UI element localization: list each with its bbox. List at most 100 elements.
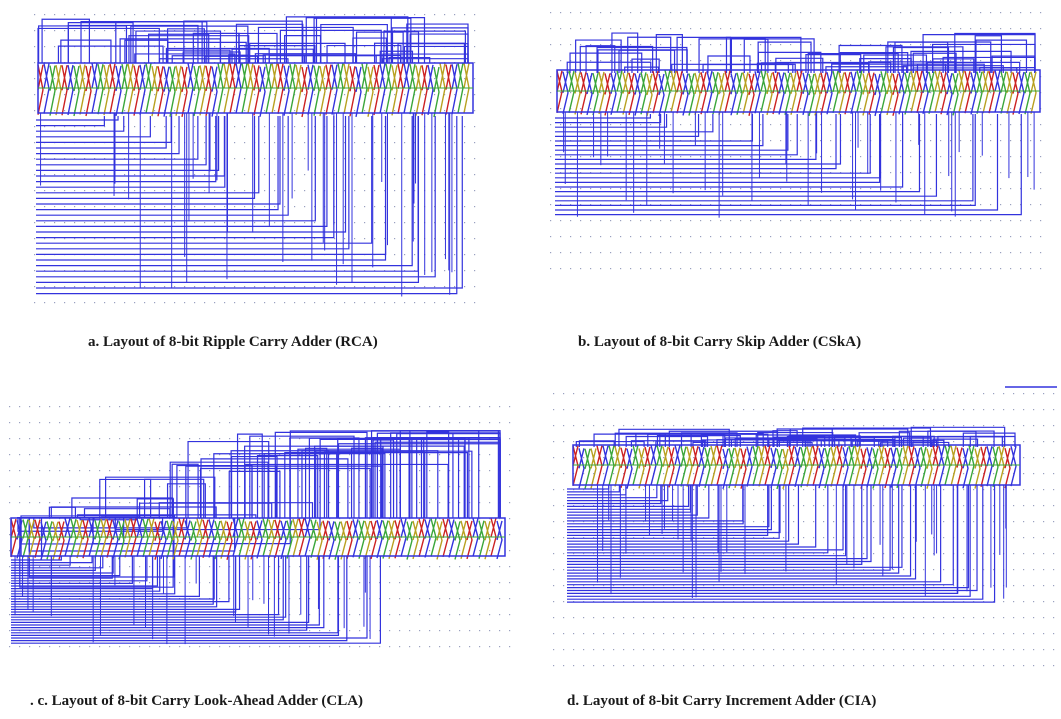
- grid-dot: [723, 617, 725, 619]
- route-wire: [567, 485, 954, 586]
- route-wire: [373, 42, 466, 63]
- grid-dot: [294, 46, 296, 48]
- grid-dot: [813, 633, 815, 635]
- grid-dot: [913, 457, 915, 459]
- grid-dot: [94, 238, 96, 240]
- grid-dot: [59, 582, 61, 584]
- grid-dot: [384, 190, 386, 192]
- grid-dot: [573, 505, 575, 507]
- cell-transistor: [640, 72, 647, 115]
- grid-dot: [1000, 124, 1002, 126]
- grid-dot: [660, 252, 662, 254]
- grid-dot: [990, 220, 992, 222]
- grid-dot: [850, 76, 852, 78]
- route-wire: [130, 25, 249, 63]
- grid-dot: [840, 92, 842, 94]
- cell-transistor: [484, 521, 491, 560]
- grid-dot: [783, 649, 785, 651]
- grid-dot: [943, 617, 945, 619]
- grid-dot: [713, 585, 715, 587]
- grid-dot: [189, 422, 191, 424]
- grid-dot: [833, 585, 835, 587]
- grid-dot: [780, 188, 782, 190]
- route-wire: [756, 62, 789, 73]
- grid-dot: [154, 302, 156, 304]
- grid-dot: [399, 534, 401, 536]
- grid-dot: [84, 110, 86, 112]
- grid-dot: [753, 585, 755, 587]
- grid-dot: [1000, 236, 1002, 238]
- grid-dot: [59, 646, 61, 648]
- grid-dot: [733, 633, 735, 635]
- grid-dot: [444, 94, 446, 96]
- grid-dot: [279, 470, 281, 472]
- grid-dot: [660, 220, 662, 222]
- grid-dot: [613, 649, 615, 651]
- cell-transistor: [802, 72, 809, 115]
- grid-dot: [900, 268, 902, 270]
- grid-dot: [610, 156, 612, 158]
- cell-transistor: [388, 520, 395, 559]
- grid-dot: [104, 14, 106, 16]
- grid-dot: [753, 553, 755, 555]
- grid-dot: [673, 489, 675, 491]
- grid-dot: [1030, 220, 1032, 222]
- grid-dot: [179, 422, 181, 424]
- cell-transistor: [854, 445, 861, 487]
- grid-dot: [184, 14, 186, 16]
- grid-dot: [590, 60, 592, 62]
- grid-dot: [499, 582, 501, 584]
- grid-dot: [823, 585, 825, 587]
- grid-dot: [199, 486, 201, 488]
- grid-dot: [1030, 12, 1032, 14]
- grid-dot: [563, 665, 565, 667]
- grid-dot: [69, 486, 71, 488]
- cell-transistor: [43, 63, 50, 114]
- grid-dot: [1043, 409, 1045, 411]
- grid-dot: [773, 505, 775, 507]
- grid-dot: [219, 646, 221, 648]
- grid-dot: [873, 473, 875, 475]
- grid-dot: [249, 646, 251, 648]
- route-wire: [305, 16, 426, 63]
- grid-dot: [339, 422, 341, 424]
- grid-dot: [643, 553, 645, 555]
- grid-dot: [693, 521, 695, 523]
- grid-dot: [963, 537, 965, 539]
- grid-dot: [593, 409, 595, 411]
- grid-dot: [943, 521, 945, 523]
- route-wire: [555, 114, 652, 119]
- grid-dot: [983, 521, 985, 523]
- grid-dot: [813, 393, 815, 395]
- grid-dot: [910, 76, 912, 78]
- grid-dot: [49, 406, 51, 408]
- grid-dot: [573, 617, 575, 619]
- route-wire: [555, 114, 842, 165]
- grid-dot: [780, 204, 782, 206]
- route-wire: [36, 116, 226, 188]
- grid-dot: [913, 569, 915, 571]
- grid-dot: [570, 252, 572, 254]
- grid-dot: [284, 78, 286, 80]
- grid-dot: [174, 222, 176, 224]
- grid-dot: [469, 422, 471, 424]
- grid-dot: [660, 60, 662, 62]
- grid-dot: [79, 566, 81, 568]
- grid-dot: [763, 665, 765, 667]
- grid-dot: [780, 268, 782, 270]
- grid-dot: [783, 425, 785, 427]
- grid-dot: [950, 268, 952, 270]
- route-wire: [567, 485, 744, 525]
- grid-dot: [174, 126, 176, 128]
- grid-dot: [224, 78, 226, 80]
- grid-dot: [449, 470, 451, 472]
- grid-dot: [1043, 457, 1045, 459]
- grid-dot: [720, 268, 722, 270]
- grid-dot: [890, 188, 892, 190]
- grid-dot: [1013, 505, 1015, 507]
- grid-dot: [274, 302, 276, 304]
- grid-dot: [773, 521, 775, 523]
- grid-dot: [773, 473, 775, 475]
- grid-dot: [793, 457, 795, 459]
- grid-dot: [444, 302, 446, 304]
